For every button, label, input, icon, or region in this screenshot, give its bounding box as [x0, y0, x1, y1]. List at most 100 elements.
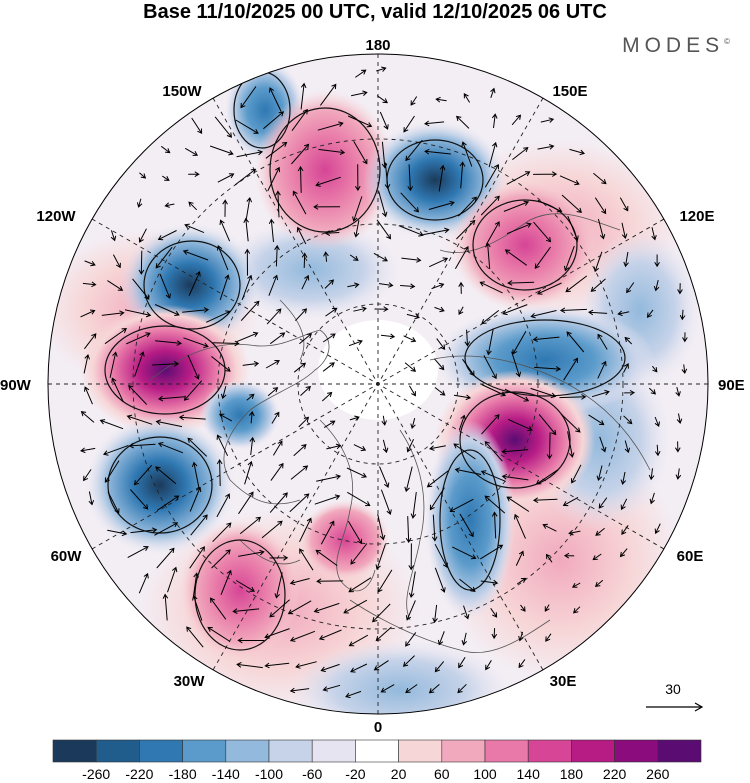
wind-arrow — [459, 578, 476, 593]
wind-arrow — [480, 579, 499, 586]
wind-arrow — [130, 489, 149, 510]
wind-arrow — [402, 655, 415, 667]
wind-arrow — [249, 436, 256, 456]
lon-label-30e: 30E — [550, 673, 577, 690]
wind-arrow — [155, 340, 182, 346]
wind-arrow — [594, 579, 604, 588]
coastline-arctic-islands — [279, 299, 305, 361]
wind-arrow — [270, 462, 284, 481]
wind-arrow — [182, 307, 210, 313]
wind-arrow — [139, 172, 147, 179]
wind-arrow — [136, 198, 143, 208]
wind-arrow — [299, 548, 314, 571]
wind-arrow — [461, 632, 468, 646]
wind-arrow — [212, 522, 232, 543]
coastline-greenland — [319, 419, 376, 592]
wind-arrow — [84, 260, 96, 267]
wind-arrow — [428, 684, 440, 694]
colorbar-swatch — [139, 739, 183, 763]
colorbar-tick-label: 140 — [517, 766, 541, 782]
wind-arrow — [481, 384, 506, 397]
wind-arrow — [353, 220, 360, 238]
wind-arrow — [164, 202, 175, 208]
wind-arrow — [265, 141, 288, 159]
wind-reference-arrow — [646, 702, 704, 712]
wind-arrow — [588, 309, 608, 316]
brand-logo: MODES© — [622, 34, 730, 58]
wind-arrow — [568, 529, 581, 536]
wind-arrow — [178, 414, 206, 421]
wind-arrow — [434, 306, 445, 313]
wind-arrow — [484, 163, 499, 188]
wind-arrow — [458, 306, 464, 316]
wind-arrow — [265, 360, 280, 369]
wind-arrow — [301, 252, 308, 268]
wind-arrow — [240, 86, 257, 109]
wind-arrow — [378, 191, 388, 218]
wind-arrow — [313, 204, 341, 210]
wind-arrow — [291, 108, 308, 131]
wind-arrow — [269, 87, 282, 112]
wind-arrow — [155, 246, 173, 269]
wind-arrow — [238, 491, 254, 515]
wind-arrow — [451, 546, 477, 560]
wind-arrow — [479, 281, 503, 294]
wind-arrow — [376, 66, 387, 72]
wind-arrow — [437, 631, 445, 646]
wind-arrow — [240, 300, 260, 321]
wind-vectors — [80, 66, 688, 699]
brand-mark: © — [724, 37, 730, 46]
colorbar-tick-label: -140 — [212, 766, 240, 782]
wind-arrow — [559, 394, 587, 400]
colorbar-swatch — [225, 739, 270, 763]
wind-arrow — [315, 549, 338, 567]
wind-arrow — [428, 257, 449, 268]
wind-arrow — [591, 389, 610, 398]
wind-arrow — [269, 492, 288, 513]
wind-arrow — [454, 467, 482, 475]
wind-arrow — [244, 248, 251, 276]
lon-label-60w: 60W — [51, 548, 83, 565]
wind-arrow — [588, 414, 605, 426]
wind-arrow — [128, 442, 156, 449]
wind-arrow — [162, 175, 170, 181]
coastline-siberia — [429, 355, 651, 471]
wind-arrow — [434, 387, 446, 396]
wind-arrow — [654, 444, 661, 457]
wind-arrow — [501, 448, 529, 455]
coastlines — [149, 213, 651, 654]
pole-neutral-area — [318, 320, 438, 420]
wind-arrow — [107, 280, 124, 291]
wind-arrow — [268, 218, 275, 243]
wind-arrow — [127, 546, 149, 559]
wind-arrow — [186, 626, 204, 648]
wind-arrow — [350, 543, 368, 565]
wind-arrow — [410, 492, 417, 519]
wind-arrow — [353, 444, 367, 452]
wind-arrow — [319, 83, 337, 106]
wind-arrow — [648, 468, 655, 481]
wind-arrow — [599, 436, 607, 453]
wind-arrow — [480, 544, 504, 560]
wind-arrow — [238, 549, 265, 557]
colorbar-swatch — [484, 739, 529, 763]
wind-arrow — [652, 365, 658, 373]
wind-arrow — [345, 690, 362, 699]
wind-arrow — [597, 333, 608, 350]
wind-arrow — [104, 460, 120, 483]
wind-arrow — [542, 523, 557, 532]
wind-arrow — [246, 393, 255, 401]
wind-arrow — [511, 351, 522, 378]
wind-arrow — [189, 546, 205, 569]
wind-arrow — [271, 411, 280, 424]
wind-arrow — [563, 245, 575, 272]
wind-arrow — [111, 377, 124, 403]
wind-arrow — [623, 415, 633, 425]
wind-arrow — [188, 201, 198, 211]
wind-arrow — [235, 331, 259, 343]
wind-arrow — [348, 339, 363, 347]
wind-arrow — [315, 176, 341, 187]
anomaly-region — [290, 640, 510, 714]
wind-arrow — [484, 495, 506, 514]
wind-arrow — [263, 111, 285, 130]
